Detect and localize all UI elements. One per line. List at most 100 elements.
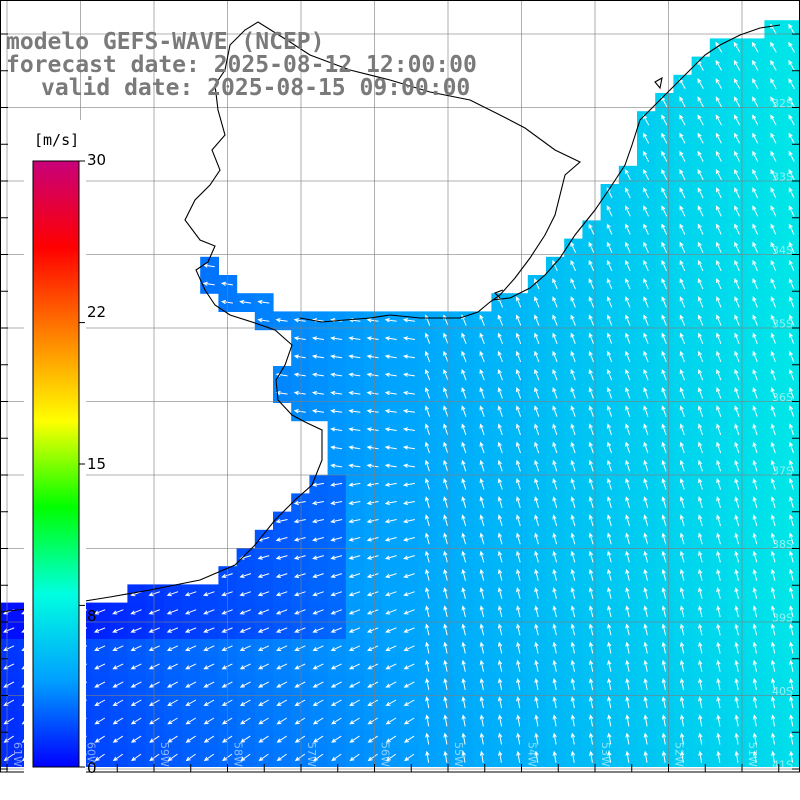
wind-arrow [461,623,466,636]
wind-arrow [752,732,758,745]
wind-arrow [715,59,723,71]
wind-arrow [770,568,776,581]
wind-arrow [443,677,448,690]
wind-arrow [312,627,324,633]
wind-arrow [130,663,142,670]
wind-arrow [679,241,686,253]
wind-arrow [789,478,794,490]
longitude-label: 55W [452,742,465,767]
wind-arrow [366,445,379,450]
wind-arrow [311,390,324,396]
wind-arrow [716,659,721,672]
wind-arrow [752,696,757,709]
lat-lon-grid: 32S 33S 34S 35S 36S 37S 38S 39S 40S 41S 61W 60W 59W 5… [0,0,800,773]
wind-arrow [607,587,612,599]
wind-arrow [788,168,795,181]
wind-arrow [643,187,649,199]
wind-arrow [534,423,540,436]
wind-arrow [331,753,342,762]
wind-arrow [643,168,650,181]
wind-arrow [752,259,758,272]
wind-arrow [752,587,758,599]
wind-arrow [479,350,485,363]
wind-arrow [734,350,740,363]
wind-arrow [788,314,795,326]
wind-arrow [384,482,397,487]
wind-arrow [275,519,288,524]
wind-arrow [479,696,484,709]
wind-arrow [534,732,539,745]
wind-arrow [643,696,648,709]
wind-arrow [607,659,612,672]
longitude-label: 60W [85,742,98,767]
wind-arrow [734,168,741,181]
wind-arrow [588,423,594,436]
wind-arrow [534,587,539,599]
wind-arrow [534,350,540,363]
wind-arrow [479,568,485,581]
wind-arrow [643,223,649,235]
wind-arrow [788,205,795,217]
wind-arrow [461,332,467,344]
wind-arrow [697,368,704,381]
wind-arrow [443,732,448,745]
wind-arrow [716,732,721,745]
wind-arrow [698,714,703,727]
wind-arrow [384,500,397,506]
wind-arrow [697,241,704,253]
wind-arrow [734,659,739,672]
wind-arrow [789,459,794,472]
wind-arrow [479,532,485,545]
wind-arrow [752,114,759,126]
wind-arrow [588,550,594,563]
wind-arrow [497,350,503,363]
wind-arrow [715,114,722,126]
wind-arrow [516,496,521,508]
wind-arrow [425,514,430,527]
wind-arrow [661,241,668,253]
wind-arrow [734,478,740,490]
wind-arrow [625,314,631,326]
wind-arrow [311,519,325,524]
wind-arrow [348,372,361,377]
wind-arrow [607,623,612,636]
wind-arrow [588,496,594,508]
wind-arrow [461,496,467,508]
wind-arrow [770,278,777,290]
wind-arrow [515,350,522,363]
wind-arrow [94,699,106,706]
wind-arrow [330,354,343,359]
wind-arrow [461,568,466,581]
wind-arrow [715,168,722,181]
wind-arrow [515,441,521,454]
wind-arrow [516,714,521,727]
wind-arrow [443,423,449,436]
wind-arrow [516,550,521,563]
wind-arrow [789,550,794,563]
wind-arrow [570,496,576,508]
wind-arrow [752,532,758,545]
wind-arrow [716,423,722,436]
wind-arrow [239,645,251,651]
longitude-label: 57W [305,742,318,767]
wind-arrow [443,532,448,545]
wind-arrow [788,405,795,417]
wind-arrow [770,59,777,71]
wind-arrow [403,627,415,633]
wind-arrow [348,445,361,450]
wind-arrow [770,259,777,272]
wind-arrow [276,663,288,670]
wind-arrow [734,714,739,727]
wind-arrow [698,696,703,709]
wind-arrow [697,441,703,454]
wind-arrow [185,699,197,706]
wind-arrow [643,259,649,272]
wind-arrow [403,645,415,651]
wind-arrow [203,591,215,597]
wind-arrow [588,278,595,290]
wind-arrow [385,717,397,725]
wind-arrow [625,532,630,545]
wind-arrow [607,514,612,527]
wind-arrow [588,641,594,654]
wind-arrow [661,514,667,527]
